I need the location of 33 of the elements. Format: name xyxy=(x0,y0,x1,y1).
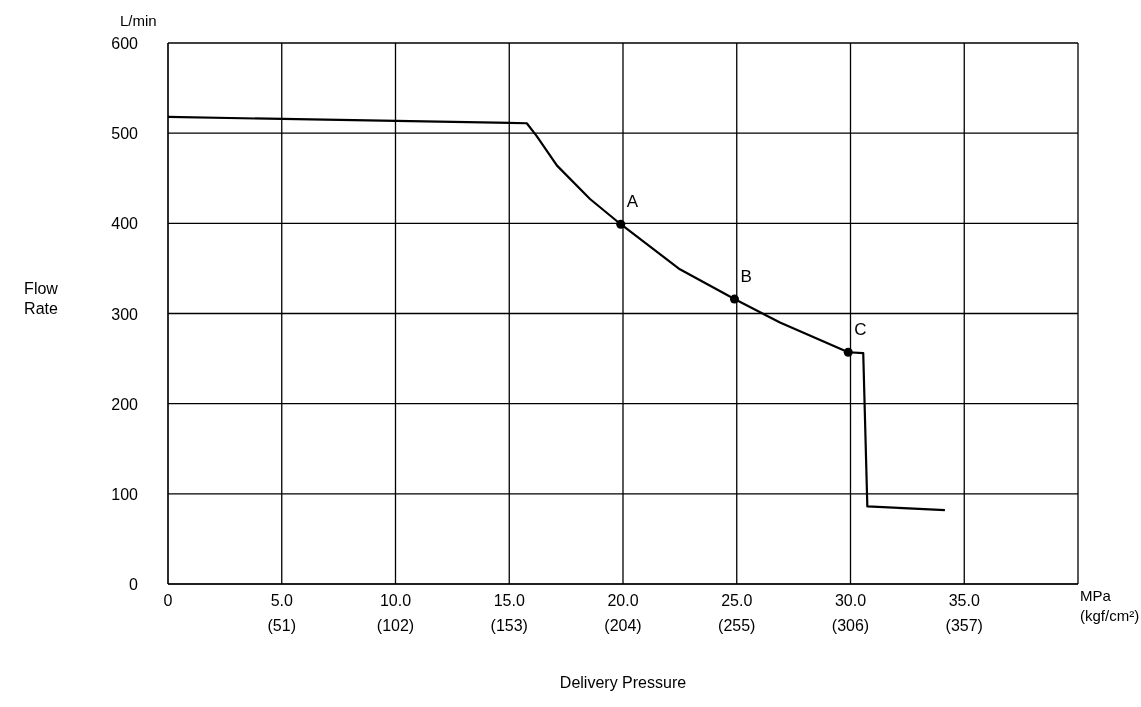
annotation: B xyxy=(740,267,752,288)
point xyxy=(729,294,739,304)
x2-tick-label: (102) xyxy=(375,616,416,636)
point xyxy=(843,347,853,357)
x2-tick-label: (306) xyxy=(830,616,871,636)
x2-tick-label: (51) xyxy=(266,616,297,636)
x-tick-label: 0 xyxy=(163,592,173,609)
y-tick-label: 600 xyxy=(111,35,139,52)
y-tick-label: 300 xyxy=(111,305,139,323)
x-tick-label: 20.0 xyxy=(607,592,639,609)
y-tick-label: 200 xyxy=(111,395,139,413)
y-tick-label: 0 xyxy=(129,576,139,593)
x2-axis-title: (kgf/cm²) xyxy=(1080,606,1140,626)
x2-tick-label: (153) xyxy=(489,616,529,636)
text: L/min xyxy=(120,11,157,31)
y-tick-label: 500 xyxy=(111,125,139,143)
text: MPa xyxy=(1080,586,1111,606)
y-tick-label: 100 xyxy=(111,485,139,503)
x-tick-label: 15.0 xyxy=(493,592,525,609)
x2-tick-label: (255) xyxy=(717,616,757,636)
x2-tick-label: (204) xyxy=(603,616,643,636)
x-tick-label: 5.0 xyxy=(270,592,293,609)
x2-tick-label: (357) xyxy=(944,616,984,636)
x-tick-label: 35.0 xyxy=(948,592,980,609)
annotation: A xyxy=(626,192,639,213)
y-axis-title: Flow Rate xyxy=(24,279,59,317)
x-tick-label: 10.0 xyxy=(379,592,412,609)
annotation: C xyxy=(854,320,867,341)
point xyxy=(616,219,626,229)
y-tick-label: 400 xyxy=(111,215,139,233)
x-tick-label: 25.0 xyxy=(721,592,753,609)
x-tick-label: 30.0 xyxy=(834,592,867,609)
x-axis-title: Delivery Pressure xyxy=(559,674,687,691)
